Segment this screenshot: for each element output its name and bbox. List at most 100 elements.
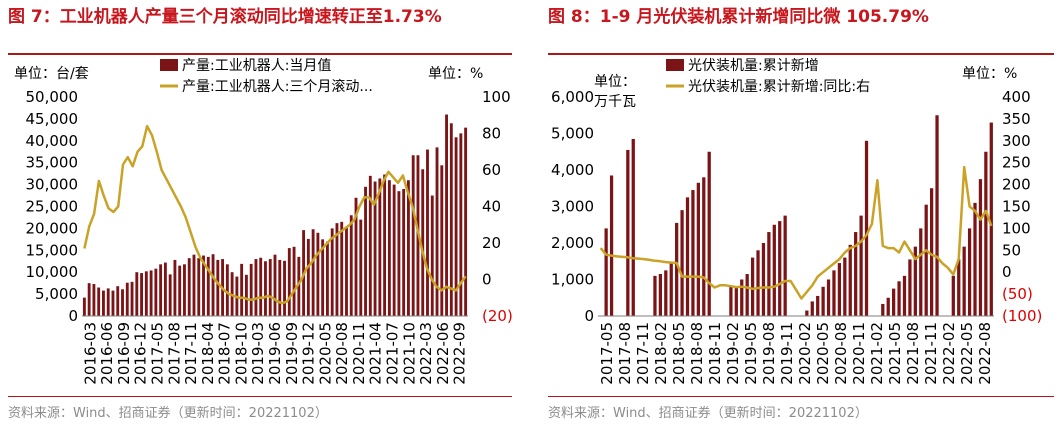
x-axis-tick-label: 2019-02 bbox=[724, 322, 742, 385]
bar bbox=[125, 282, 129, 316]
legend-swatch-bar bbox=[160, 59, 178, 71]
x-axis-tick-label: 2019-06 bbox=[266, 322, 284, 385]
bar bbox=[244, 274, 248, 316]
bar bbox=[154, 268, 158, 316]
bar bbox=[187, 258, 191, 316]
source-note: 资料来源：Wind、招商证券（更新时间：20221102） bbox=[548, 406, 868, 421]
bar bbox=[929, 188, 934, 316]
legend-label: 光伏装机量:累计新增 bbox=[688, 58, 819, 74]
bar bbox=[87, 283, 91, 316]
bar bbox=[197, 258, 201, 316]
bar bbox=[935, 115, 939, 316]
x-axis-tick-label: 2021-05 bbox=[886, 322, 904, 385]
bar bbox=[669, 263, 673, 316]
bar bbox=[163, 262, 167, 316]
bar bbox=[240, 263, 244, 316]
bar bbox=[283, 260, 286, 316]
bar bbox=[392, 184, 396, 316]
bar bbox=[211, 254, 215, 316]
bar bbox=[168, 274, 172, 316]
left-axis-unit: 单位：台/套 bbox=[14, 66, 89, 82]
bar bbox=[886, 297, 890, 316]
bar bbox=[680, 210, 684, 316]
x-axis-tick-label: 2020-02 bbox=[796, 322, 814, 385]
x-axis-tick-label: 2019-09 bbox=[283, 322, 301, 385]
source-rule bbox=[548, 396, 1054, 397]
bar bbox=[435, 147, 439, 316]
bar bbox=[445, 114, 448, 317]
x-axis-tick-label: 2018-11 bbox=[706, 322, 724, 385]
bar bbox=[92, 284, 96, 316]
bar bbox=[364, 186, 367, 316]
right-axis-tick-label: 50 bbox=[1002, 241, 1021, 259]
bar bbox=[821, 286, 825, 316]
chart-canvas: 0 5,000 10,000 15,000 20,000 25,000 30,000 35,0… bbox=[14, 58, 513, 385]
x-axis-tick-label: 2020-08 bbox=[832, 322, 850, 385]
left-axis-tick-label: 20,000 bbox=[26, 219, 79, 237]
left-axis-tick-label: 40,000 bbox=[26, 132, 79, 150]
bar bbox=[962, 246, 966, 316]
bar bbox=[810, 301, 814, 316]
left-axis-tick-label: 0 bbox=[68, 307, 78, 325]
left-axis-tick-label: 35,000 bbox=[26, 154, 79, 172]
right-axis-tick-label: 200 bbox=[1002, 176, 1031, 194]
x-axis-tick-label: 2017-05 bbox=[149, 322, 167, 385]
right-axis-unit: 单位：% bbox=[428, 66, 483, 82]
x-axis-tick-label: 2017-11 bbox=[634, 322, 652, 385]
source-rule bbox=[8, 396, 512, 397]
right-axis-tick-label: 0 bbox=[482, 271, 492, 289]
bar bbox=[609, 175, 614, 316]
left-axis-tick-label: 30,000 bbox=[26, 176, 79, 194]
bar bbox=[426, 149, 429, 316]
left-axis-tick-label: 1,000 bbox=[551, 271, 594, 289]
bar bbox=[913, 246, 917, 316]
left-axis-unit: 万千瓦 bbox=[594, 94, 636, 110]
right-axis-tick-label: 350 bbox=[1002, 110, 1031, 128]
bar bbox=[202, 255, 205, 316]
bar bbox=[826, 279, 831, 316]
bar bbox=[144, 271, 148, 316]
bar bbox=[859, 215, 863, 316]
bar bbox=[345, 227, 348, 316]
bar bbox=[249, 263, 253, 316]
left-axis-tick-label: 0 bbox=[584, 307, 594, 325]
bar bbox=[287, 248, 291, 316]
left-axis-tick-label: 45,000 bbox=[26, 110, 79, 128]
legend-swatch-bar bbox=[666, 59, 684, 71]
x-axis-tick-label: 2022-08 bbox=[976, 322, 994, 385]
left-axis-tick-label: 10,000 bbox=[26, 263, 79, 281]
bar bbox=[707, 151, 711, 316]
legend-label: 光伏装机量:累计新增:同比:右 bbox=[688, 79, 870, 95]
right-axis-tick-label: (100) bbox=[1002, 307, 1042, 325]
bar bbox=[778, 221, 782, 316]
legend-label: 产量:工业机器人:当月值 bbox=[182, 58, 331, 74]
x-axis-tick-label: 2020-08 bbox=[333, 322, 351, 385]
bar bbox=[454, 137, 458, 316]
bar bbox=[378, 178, 382, 316]
left-axis-tick-label: 5,000 bbox=[551, 125, 594, 143]
x-axis-tick-label: 2018-02 bbox=[652, 322, 670, 385]
left-axis-tick-label: 50,000 bbox=[26, 88, 79, 106]
x-axis-tick-label: 2019-05 bbox=[742, 322, 760, 385]
bar bbox=[464, 127, 468, 316]
bar bbox=[924, 204, 928, 316]
x-axis-tick-label: 2020-05 bbox=[814, 322, 832, 385]
bar bbox=[908, 259, 912, 316]
bar bbox=[264, 261, 267, 316]
bar bbox=[854, 232, 858, 316]
x-axis-tick-label: 2022-09 bbox=[451, 322, 469, 385]
bar bbox=[685, 197, 690, 316]
right-axis-tick-label: 60 bbox=[482, 161, 501, 179]
x-axis-tick-label: 2016-09 bbox=[115, 322, 133, 385]
x-axis-tick-label: 2020-11 bbox=[350, 322, 368, 385]
bar bbox=[631, 138, 635, 316]
bar bbox=[383, 174, 387, 316]
left-axis-unit: 单位： bbox=[594, 74, 636, 90]
x-axis-tick-label: 2021-04 bbox=[367, 322, 385, 385]
bar bbox=[268, 259, 272, 316]
figure-title: 图 7：工业机器人产量三个月滚动同比增速转正至1.73% bbox=[8, 7, 442, 27]
bar bbox=[306, 238, 310, 316]
bar bbox=[82, 297, 86, 316]
x-axis-tick-label: 2020-11 bbox=[850, 322, 868, 385]
bar bbox=[658, 274, 663, 316]
